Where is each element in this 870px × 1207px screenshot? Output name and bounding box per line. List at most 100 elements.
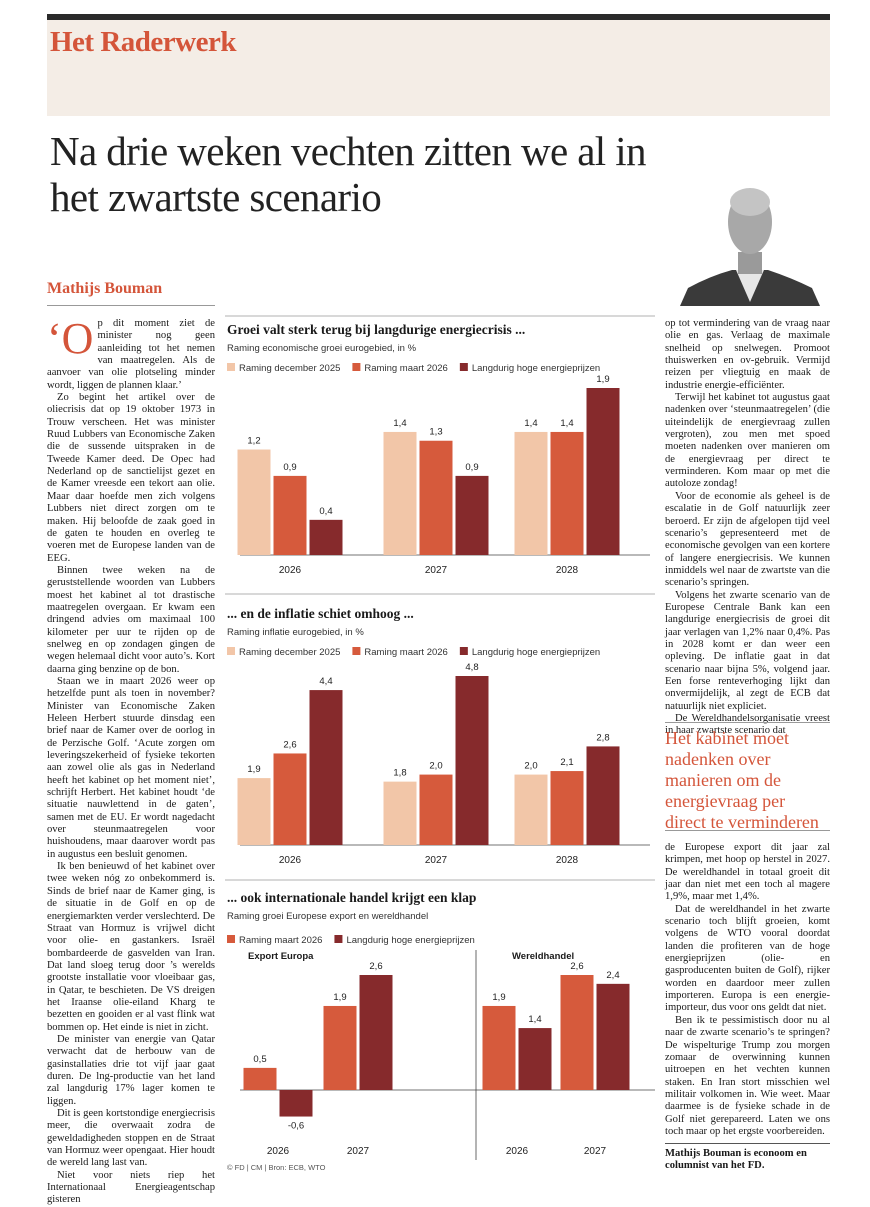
value-label: 1,4 bbox=[524, 418, 537, 429]
legend-swatch bbox=[352, 647, 361, 655]
value-label: 2,6 bbox=[283, 739, 296, 750]
value-label: 1,8 bbox=[393, 768, 406, 779]
bar bbox=[237, 778, 271, 845]
bar bbox=[359, 975, 393, 1090]
value-label: 1,2 bbox=[247, 436, 260, 447]
value-label: 2,4 bbox=[606, 970, 619, 981]
value-label: 1,3 bbox=[429, 427, 442, 438]
x-tick-label: 2027 bbox=[425, 855, 448, 866]
paragraph: Staan we in maart 2026 weer op hetzelfde… bbox=[47, 675, 215, 860]
bar bbox=[586, 746, 620, 845]
rule bbox=[47, 305, 215, 306]
top-bar bbox=[47, 14, 830, 20]
legend-swatch bbox=[227, 363, 235, 371]
bar bbox=[279, 1090, 313, 1117]
bar bbox=[243, 1067, 277, 1090]
rule bbox=[665, 1143, 830, 1144]
paragraph: de Europese export dit jaar zal krimpen,… bbox=[665, 842, 830, 903]
bar bbox=[550, 771, 584, 845]
bar bbox=[309, 519, 343, 555]
legend-swatch bbox=[459, 647, 468, 655]
bar bbox=[596, 983, 630, 1090]
paragraph: Ik ben benieuwd of het kabinet over twee… bbox=[47, 861, 215, 1033]
bar bbox=[514, 774, 548, 845]
bar bbox=[323, 1005, 357, 1090]
bar bbox=[237, 449, 271, 555]
legend-swatch bbox=[352, 363, 361, 371]
panel-title: Wereldhandel bbox=[512, 951, 574, 962]
x-tick-label: 2026 bbox=[506, 1146, 529, 1157]
author: Mathijs Bouman bbox=[47, 280, 163, 297]
value-label: 1,4 bbox=[393, 418, 406, 429]
x-tick-label: 2026 bbox=[279, 855, 302, 866]
rule bbox=[665, 830, 830, 831]
x-tick-label: 2027 bbox=[425, 565, 448, 576]
bar bbox=[383, 781, 417, 845]
paragraph: Terwijl het kabinet tot augustus gaat na… bbox=[665, 392, 830, 490]
paragraph: De minister van energie van Qatar verwac… bbox=[47, 1033, 215, 1107]
legend-label: Raming maart 2026 bbox=[239, 935, 322, 946]
legend-swatch bbox=[227, 935, 235, 943]
paragraph: Binnen twee weken na de geruststellende … bbox=[47, 564, 215, 675]
paragraph: Dat de wereldhandel in het zwarte scenar… bbox=[665, 903, 830, 1014]
value-label: 4,4 bbox=[319, 676, 332, 687]
bar bbox=[419, 774, 453, 845]
bar bbox=[273, 475, 307, 555]
chart-title: Groei valt sterk terug bij langdurige en… bbox=[227, 322, 525, 337]
bar bbox=[550, 431, 584, 555]
value-label: 0,5 bbox=[253, 1054, 266, 1065]
value-label: 1,4 bbox=[560, 418, 573, 429]
legend-label: Raming december 2025 bbox=[239, 647, 340, 658]
value-label: 2,0 bbox=[524, 761, 537, 772]
x-tick-label: 2028 bbox=[556, 855, 579, 866]
legend-label: Raming maart 2026 bbox=[364, 363, 447, 374]
section-title: Het Raderwerk bbox=[50, 26, 236, 58]
chart-subtitle: Raming groei Europese export en wereldha… bbox=[227, 911, 428, 922]
x-tick-label: 2027 bbox=[347, 1146, 370, 1157]
paragraph: op tot vermindering van de vraag naar ol… bbox=[665, 318, 830, 391]
paragraph: Ben ik te pessimistisch door nu al naar … bbox=[665, 1014, 830, 1137]
paragraph: Zo begint het artikel over de oliecrisis… bbox=[47, 392, 215, 564]
paragraph: Voor de economie als geheel is de escala… bbox=[665, 490, 830, 589]
x-tick-label: 2026 bbox=[267, 1146, 290, 1157]
value-label: 0,9 bbox=[283, 462, 296, 473]
legend-label: Raming maart 2026 bbox=[364, 647, 447, 658]
bar bbox=[560, 975, 594, 1090]
bar bbox=[482, 1005, 516, 1090]
value-label: 2,6 bbox=[369, 961, 382, 972]
value-label: 2,1 bbox=[560, 757, 573, 768]
headline: Na drie weken vechten zitten we al in he… bbox=[50, 128, 647, 220]
x-tick-label: 2027 bbox=[584, 1146, 607, 1157]
chart-subtitle: Raming economische groei eurogebied, in … bbox=[227, 343, 417, 354]
legend-swatch bbox=[227, 647, 235, 655]
legend-label: Langdurig hoge energieprijzen bbox=[472, 363, 600, 374]
legend-swatch bbox=[459, 363, 468, 371]
value-label: 1,9 bbox=[333, 992, 346, 1003]
value-label: -0,6 bbox=[288, 1121, 304, 1132]
paragraph: ‘Op dit moment ziet de minister nog geen… bbox=[47, 314, 215, 391]
author-photo bbox=[680, 180, 820, 306]
value-label: 4,8 bbox=[465, 662, 478, 673]
legend-label: Langdurig hoge energieprijzen bbox=[346, 935, 474, 946]
paragraph: Dit is geen kortstondige energiecrisis m… bbox=[47, 1108, 215, 1169]
x-tick-label: 2026 bbox=[279, 565, 302, 576]
value-label: 2,0 bbox=[429, 761, 442, 772]
chart-subtitle: Raming inflatie eurogebied, in % bbox=[227, 627, 364, 638]
paragraph: Volgens het zwarte scenario van de Europ… bbox=[665, 589, 830, 712]
bar bbox=[514, 431, 548, 555]
value-label: 0,4 bbox=[319, 506, 332, 517]
value-label: 1,9 bbox=[596, 374, 609, 385]
x-tick-label: 2028 bbox=[556, 565, 579, 576]
bar bbox=[383, 431, 417, 555]
column-left: ‘Op dit moment ziet de minister nog geen… bbox=[47, 314, 215, 1207]
value-label: 0,9 bbox=[465, 462, 478, 473]
bar bbox=[309, 690, 343, 845]
pull-quote: Het kabinet moet nadenken over manieren … bbox=[665, 728, 819, 832]
section-header bbox=[47, 20, 830, 116]
rule bbox=[665, 722, 830, 723]
column-right-top: op tot vermindering van de vraag naar ol… bbox=[665, 318, 830, 738]
chart-title: ... ook internationale handel krijgt een… bbox=[227, 890, 476, 905]
bar bbox=[455, 475, 489, 555]
column-right-bottom: de Europese export dit jaar zal krimpen,… bbox=[665, 842, 830, 1138]
